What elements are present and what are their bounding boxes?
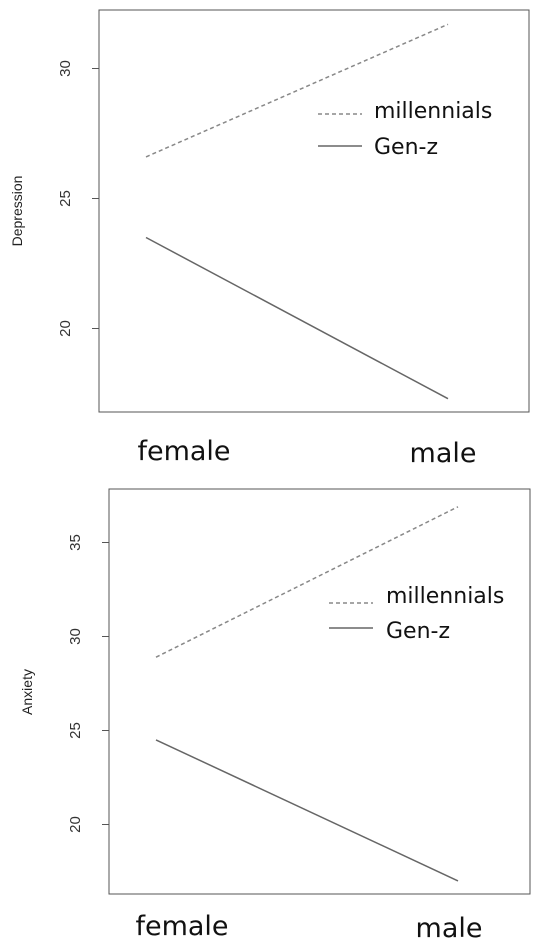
- y-tick-label: 35: [67, 534, 84, 551]
- legend: millennials Gen-z: [318, 99, 492, 160]
- y-axis-title: Depression: [9, 176, 25, 247]
- series-line-millennials: [155, 506, 459, 658]
- series-line-gen-z: [155, 739, 459, 882]
- y-tick-label: 30: [57, 60, 74, 77]
- series-line-millennials: [145, 23, 449, 158]
- y-tick-label: 25: [67, 722, 84, 739]
- legend-label-gen-z: Gen-z: [386, 619, 450, 644]
- x-category-label: male: [416, 913, 483, 944]
- y-axis: 20 25 30 35: [67, 534, 109, 833]
- anxiety-chart: 20 25 30 35 Anxiety female male millennials…: [19, 488, 531, 944]
- x-category-label: female: [137, 436, 230, 467]
- depression-chart: 20 25 30 Depression female male millennial…: [9, 9, 530, 469]
- legend: millennials Gen-z: [329, 584, 504, 644]
- legend-label-millennials: millennials: [374, 99, 492, 124]
- y-tick-label: 20: [57, 320, 74, 337]
- x-category-label: female: [135, 911, 228, 942]
- y-tick-label: 20: [67, 816, 84, 833]
- x-category-label: male: [410, 438, 477, 469]
- y-axis: 20 25 30: [57, 60, 99, 337]
- legend-label-gen-z: Gen-z: [374, 135, 438, 160]
- plot-frame: [108, 488, 531, 895]
- series-line-gen-z: [145, 236, 449, 400]
- y-tick-label: 30: [67, 628, 84, 645]
- y-tick-label: 25: [57, 190, 74, 207]
- plot-frame: [98, 9, 530, 413]
- series-lines: [145, 23, 449, 400]
- series-lines: [155, 506, 459, 882]
- legend-label-millennials: millennials: [386, 584, 504, 609]
- y-axis-title: Anxiety: [19, 669, 35, 715]
